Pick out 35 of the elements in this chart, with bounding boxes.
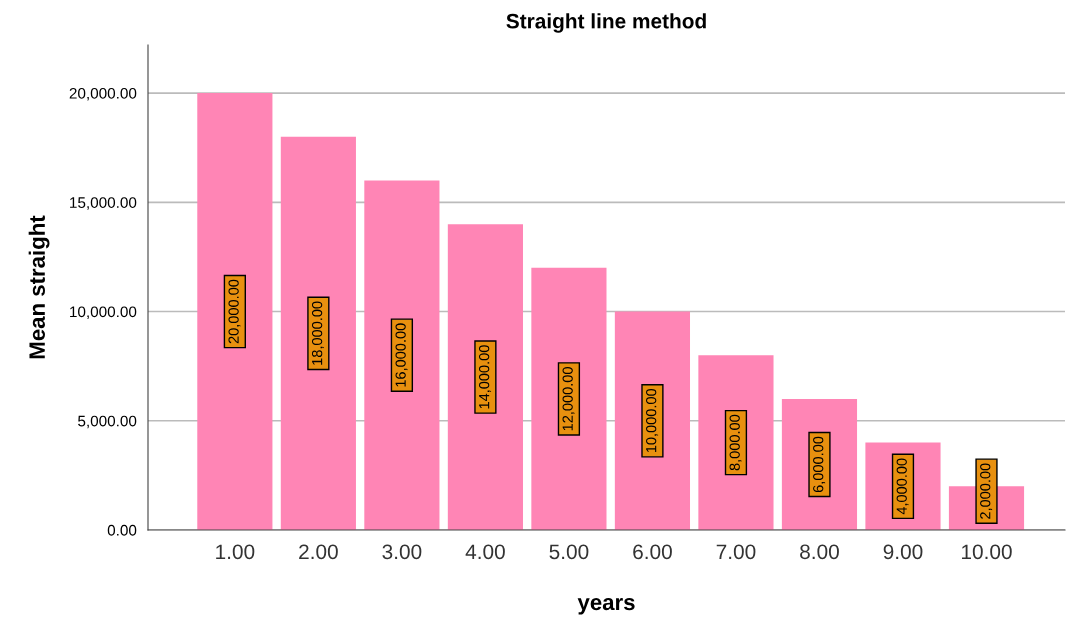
- bar: [197, 93, 273, 530]
- x-tick-label: 1.00: [216, 544, 255, 560]
- data-label: 2,000.00: [980, 463, 993, 519]
- y-tick-label: 10,000.00: [70, 306, 137, 320]
- bar: [280, 136, 356, 530]
- x-tick-label: 6.00: [633, 544, 672, 560]
- data-label: 12,000.00: [562, 367, 575, 431]
- data-label: 16,000.00: [395, 323, 408, 387]
- data-label: 18,000.00: [311, 301, 325, 365]
- data-label: 4,000.00: [896, 458, 909, 515]
- y-tick-label: 5,000.00: [78, 415, 137, 429]
- x-tick-label: 5.00: [549, 544, 589, 560]
- bar: [698, 355, 774, 530]
- x-tick-label: 7.00: [716, 544, 756, 560]
- bar: [531, 267, 607, 530]
- x-axis-title: years: [577, 598, 635, 615]
- bar: [614, 311, 691, 530]
- data-label: 8,000.00: [729, 414, 742, 471]
- bar: [447, 224, 523, 530]
- x-tick-label: 4.00: [465, 544, 505, 560]
- x-tick-label: 8.00: [800, 544, 839, 560]
- data-label: 6,000.00: [813, 436, 826, 493]
- y-tick-label: 20,000.00: [69, 87, 137, 101]
- bar: [364, 180, 440, 530]
- chart-title: Straight line method: [506, 13, 706, 33]
- data-label: 10,000.00: [646, 388, 659, 453]
- y-axis-title: Mean straight: [28, 215, 50, 359]
- x-tick-label: 10.00: [962, 544, 1012, 560]
- x-tick-label: 9.00: [883, 544, 923, 560]
- data-label: 20,000.00: [228, 279, 241, 344]
- y-tick-label: 15,000.00: [70, 197, 137, 210]
- x-tick-label: 3.00: [382, 544, 422, 560]
- x-tick-label: 2.00: [299, 544, 338, 560]
- data-label: 14,000.00: [478, 345, 492, 409]
- y-tick-label: 0.00: [107, 524, 137, 536]
